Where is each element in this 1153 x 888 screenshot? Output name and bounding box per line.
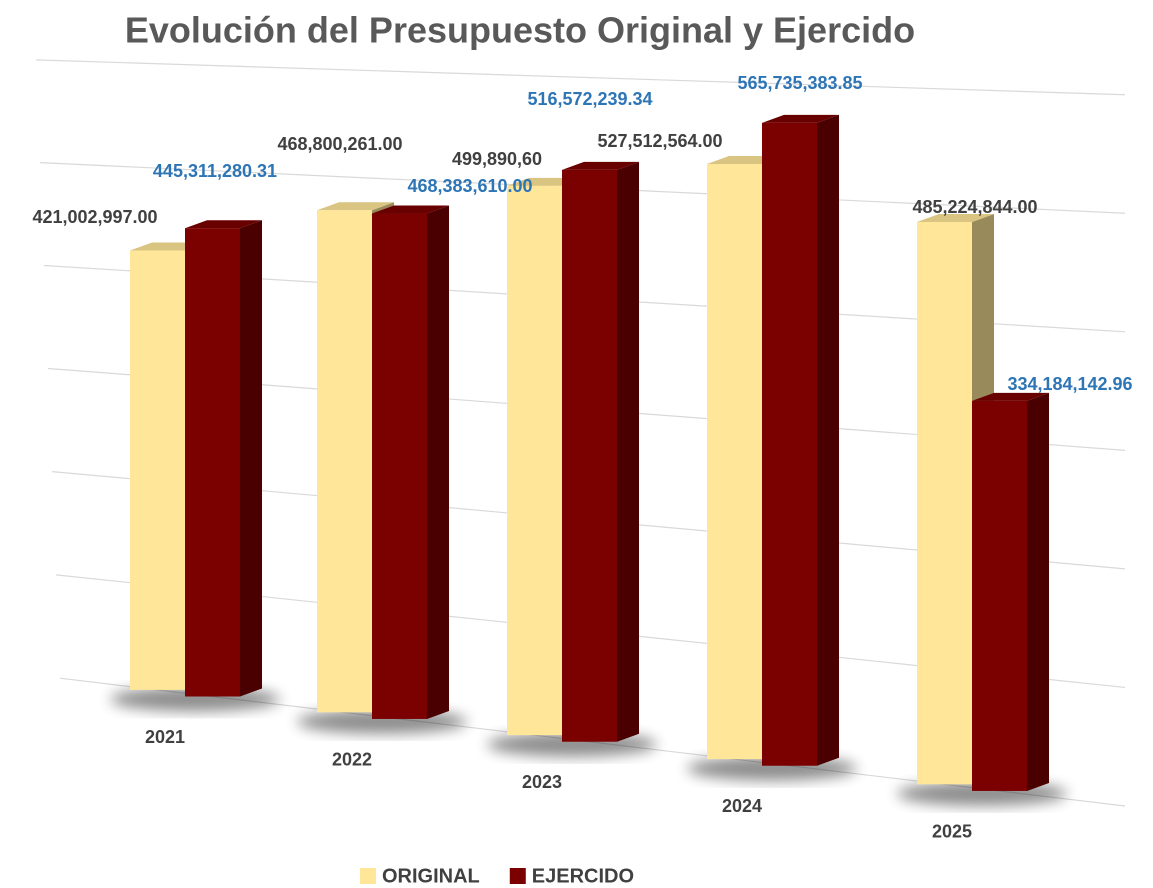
bar-top — [972, 392, 1049, 401]
data-label: 499,890,60 — [452, 149, 542, 169]
data-label: 334,184,142.96 — [1007, 374, 1132, 394]
bar-top — [762, 114, 839, 123]
bar-side — [1027, 392, 1049, 791]
bar-side — [427, 205, 449, 719]
bar-top — [917, 213, 994, 222]
bar-top — [317, 202, 394, 211]
x-tick-label: 2022 — [332, 749, 372, 769]
bar-side — [240, 220, 262, 697]
bar — [317, 210, 372, 713]
bar-side — [617, 161, 639, 742]
bar-side — [817, 114, 839, 766]
bar — [185, 228, 240, 697]
data-label: 527,512,564.00 — [597, 131, 722, 151]
legend-label: ORIGINAL — [382, 865, 480, 887]
bar — [707, 164, 762, 760]
bar — [507, 185, 562, 736]
bar — [562, 169, 617, 742]
bar-top — [372, 205, 449, 214]
x-tick-label: 2024 — [722, 796, 762, 816]
data-label: 445,311,280.31 — [153, 161, 277, 181]
x-tick-label: 2023 — [522, 772, 562, 792]
x-tick-label: 2021 — [145, 727, 185, 747]
bar — [917, 221, 972, 785]
data-label: 485,224,844.00 — [912, 197, 1037, 217]
data-label: 565,735,383.85 — [737, 73, 862, 93]
bar — [972, 400, 1027, 791]
data-label: 516,572,239.34 — [527, 89, 652, 109]
bar-top — [562, 161, 639, 170]
data-label: 468,800,261.00 — [277, 134, 402, 154]
data-label: 421,002,997.00 — [32, 207, 157, 227]
chart-title: Evolución del Presupuesto Original y Eje… — [125, 10, 915, 51]
bar — [130, 250, 185, 690]
bar-top — [185, 220, 262, 229]
data-label: 468,383,610.00 — [407, 176, 532, 196]
bar — [762, 122, 817, 766]
grid-line — [35, 59, 1126, 96]
x-tick-label: 2025 — [932, 821, 972, 841]
legend-swatch — [360, 868, 376, 884]
bar — [372, 213, 427, 719]
legend-label: EJERCIDO — [532, 865, 634, 887]
legend-swatch — [509, 868, 526, 884]
